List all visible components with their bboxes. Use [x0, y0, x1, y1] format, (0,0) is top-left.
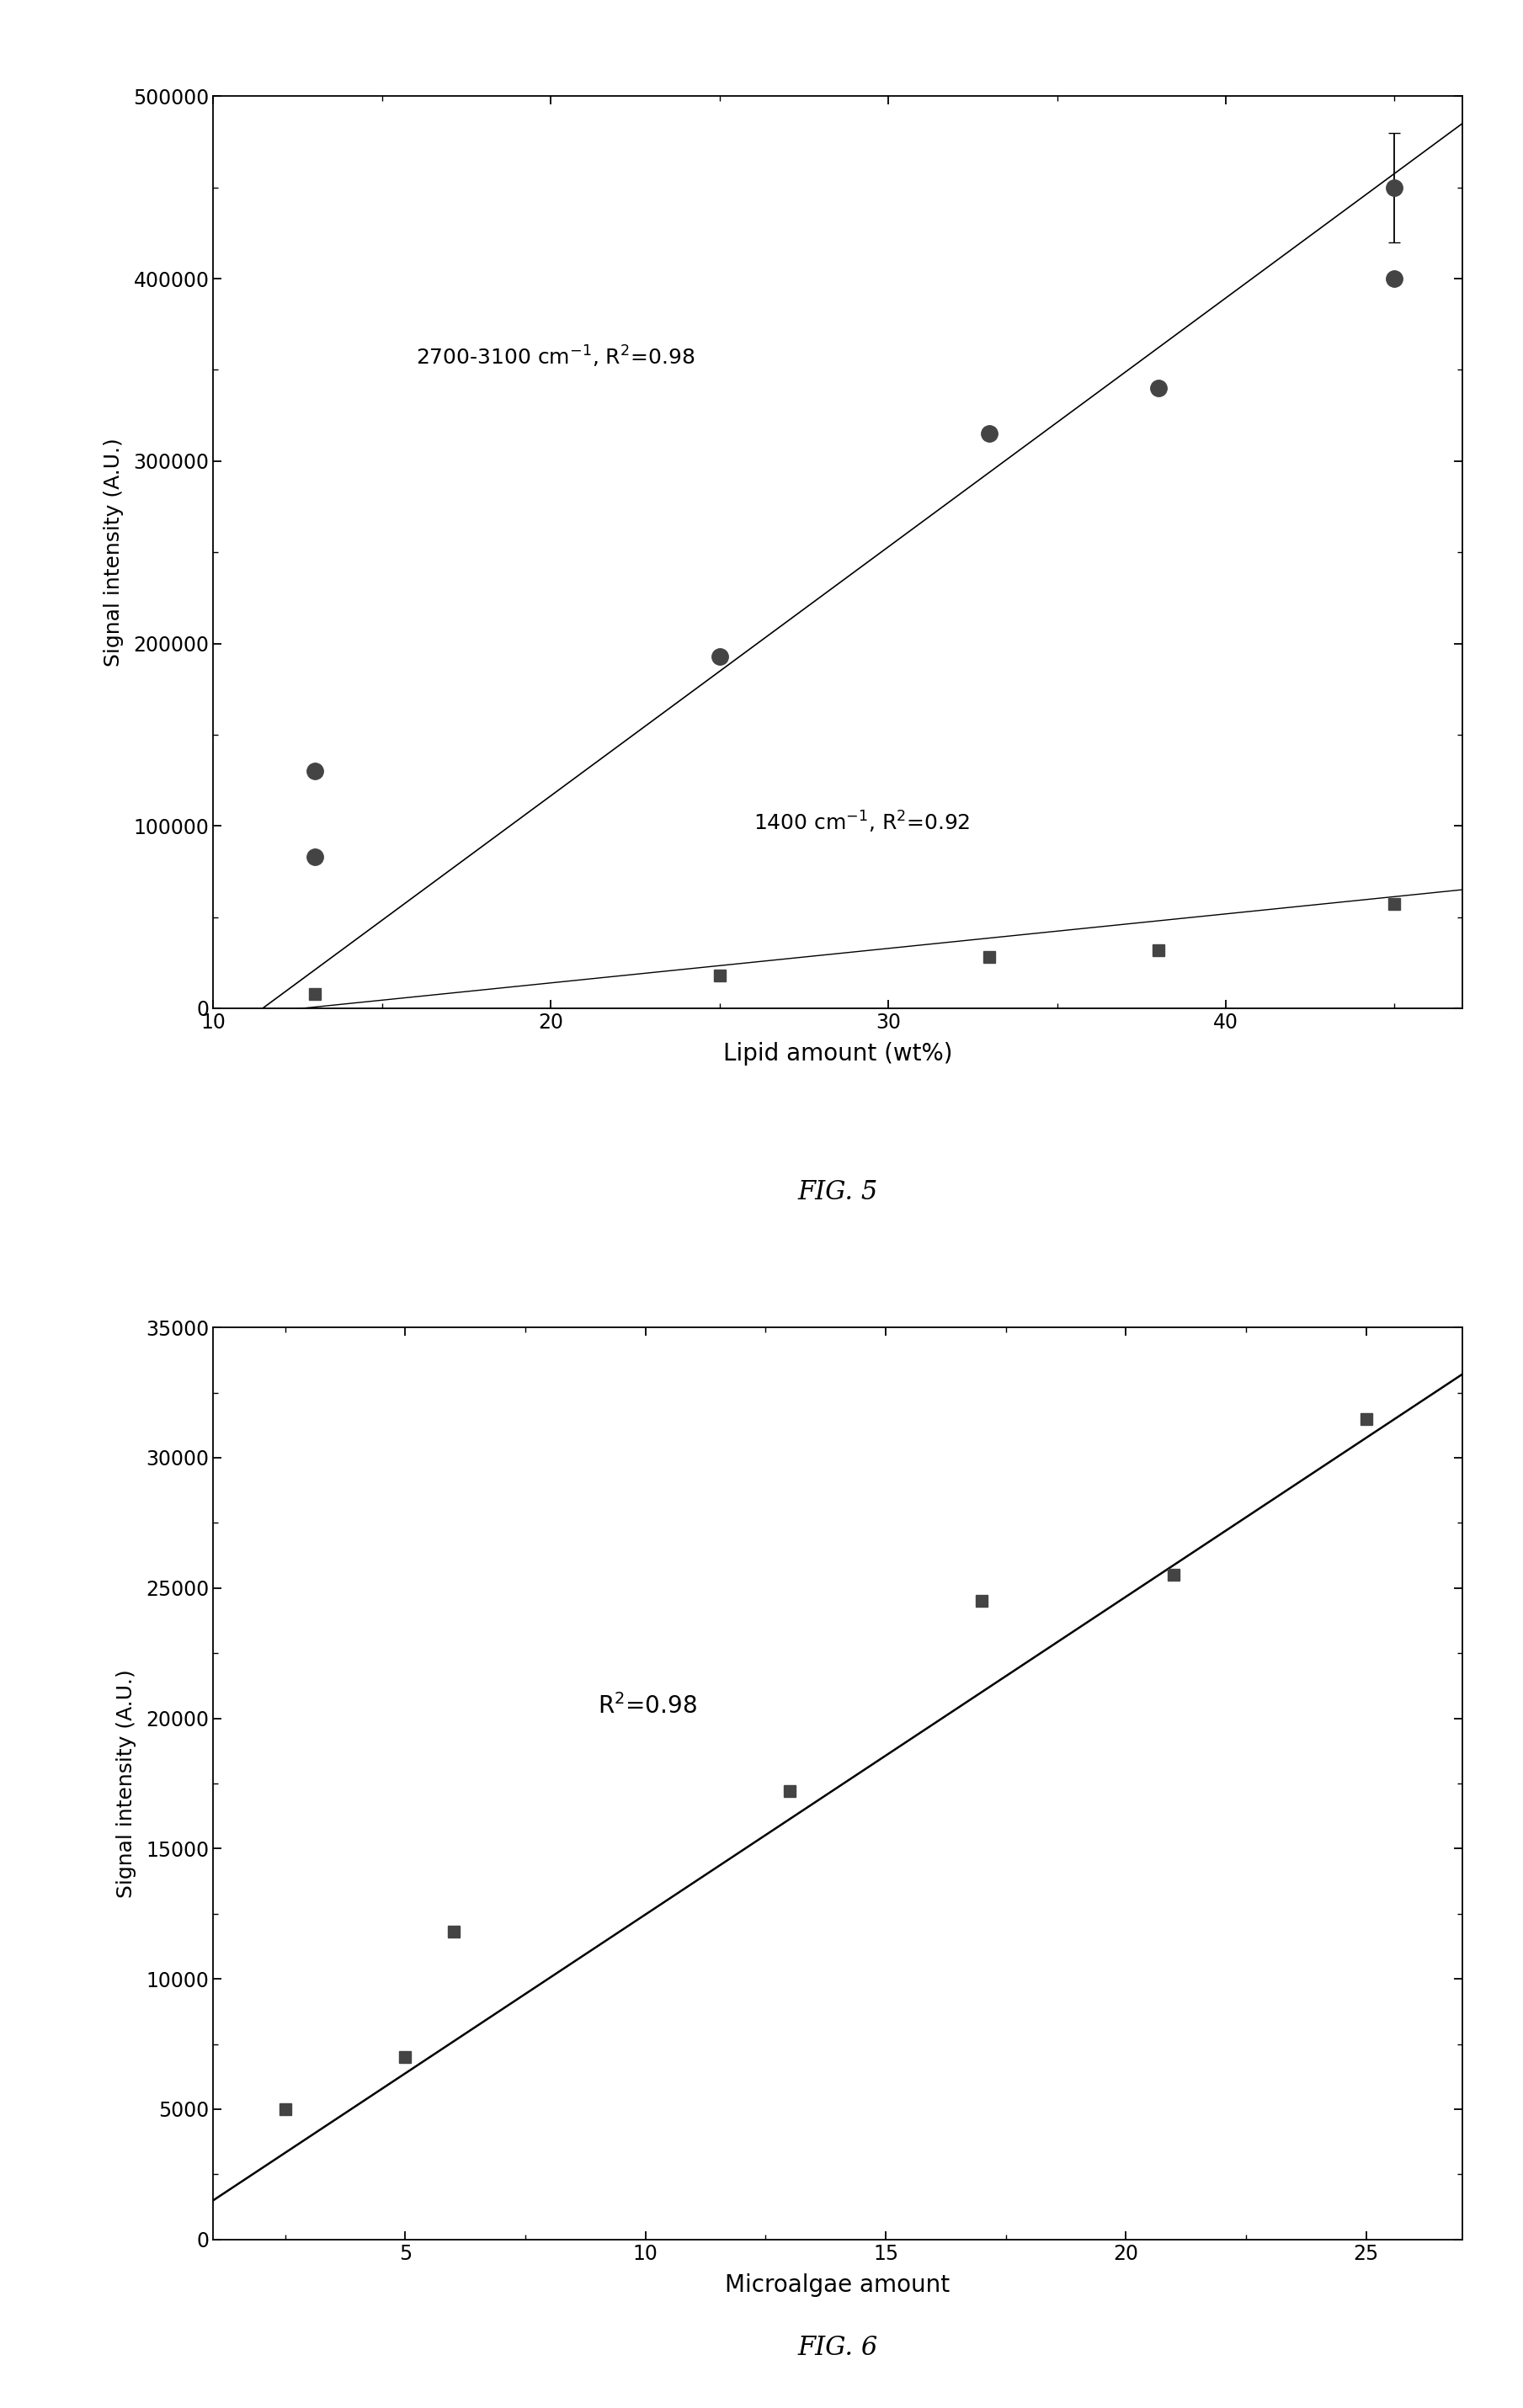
Text: 2700-3100 cm$^{-1}$, R$^{2}$=0.98: 2700-3100 cm$^{-1}$, R$^{2}$=0.98: [416, 344, 694, 371]
X-axis label: Lipid amount (wt%): Lipid amount (wt%): [723, 1043, 952, 1064]
Text: FIG. 6: FIG. 6: [798, 2336, 877, 2360]
Text: FIG. 5: FIG. 5: [798, 1180, 877, 1204]
Y-axis label: Signal intensity (A.U.): Signal intensity (A.U.): [104, 438, 123, 667]
X-axis label: Microalgae amount: Microalgae amount: [725, 2273, 950, 2297]
Text: 1400 cm$^{-1}$, R$^{2}$=0.92: 1400 cm$^{-1}$, R$^{2}$=0.92: [754, 809, 970, 836]
Text: R$^{2}$=0.98: R$^{2}$=0.98: [597, 1693, 696, 1719]
Y-axis label: Signal intensity (A.U.): Signal intensity (A.U.): [116, 1669, 137, 1898]
